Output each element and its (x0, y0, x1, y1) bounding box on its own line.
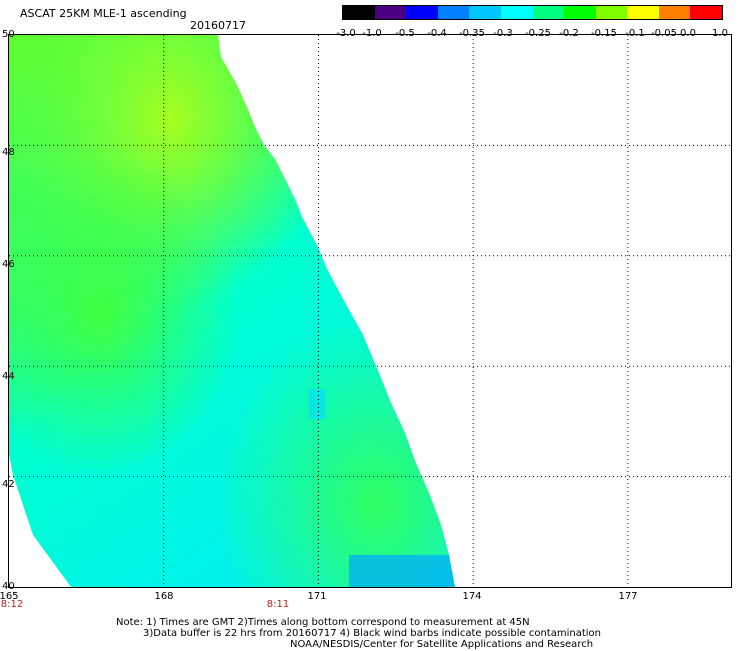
color-scale-segment (343, 6, 376, 19)
lon-label: 168 (154, 591, 174, 602)
map-frame (8, 34, 732, 588)
color-scale-segment (406, 6, 439, 19)
product-title: ASCAT 25KM MLE-1 ascending (20, 7, 187, 20)
lat-label: 44 (2, 371, 15, 382)
lat-label: 42 (2, 479, 15, 490)
color-scale-segment (595, 6, 628, 19)
cbar-tick: -3.0 (336, 28, 356, 39)
color-scale-segment (627, 6, 660, 19)
lon-label: 174 (462, 591, 482, 602)
color-scale-segment (374, 6, 407, 19)
note-line-2: 3)Data buffer is 22 hrs from 20160717 4)… (143, 628, 601, 639)
product-date: 20160717 (190, 19, 246, 32)
time-label: 8:11 (266, 599, 290, 610)
cbar-tick: -0.2 (559, 28, 579, 39)
cbar-tick: -0.25 (525, 28, 551, 39)
color-scale-segment (658, 6, 691, 19)
color-scale-segment (564, 6, 597, 19)
color-scale-segment (500, 6, 533, 19)
note-line-3: NOAA/NESDIS/Center for Satellite Applica… (290, 639, 594, 650)
cbar-tick: -0.1 (625, 28, 645, 39)
cbar-tick: -0.4 (427, 28, 447, 39)
cbar-tick: 1.0 (712, 28, 728, 39)
lon-label: 177 (618, 591, 638, 602)
cbar-tick: -0.05 (651, 28, 677, 39)
note-line-1: Note: 1) Times are GMT 2)Times along bot… (116, 617, 530, 628)
lon-label: 165 (0, 591, 19, 602)
color-scale-segment (469, 6, 502, 19)
lat-lon-grid (9, 35, 731, 587)
cbar-tick: -0.5 (395, 28, 415, 39)
wind-data-swath (9, 35, 455, 587)
color-scale-segment (690, 6, 723, 19)
lat-label: 46 (2, 259, 15, 270)
lat-label: 50 (2, 29, 15, 40)
color-scale-segment (532, 6, 565, 19)
cbar-tick: -0.3 (493, 28, 513, 39)
lat-label: 40 (2, 581, 15, 592)
cbar-tick: -1.0 (362, 28, 382, 39)
cbar-tick: 0.0 (680, 28, 696, 39)
cbar-tick: -0.15 (591, 28, 617, 39)
swath-map (9, 35, 731, 587)
color-scale-segment (437, 6, 470, 19)
lon-label: 171 (307, 591, 327, 602)
time-label: 8:12 (0, 599, 24, 610)
lat-label: 48 (2, 147, 15, 158)
color-scale-ticks: -3.0 -1.0 -0.5 -0.4 -0.35 -0.3 -0.25 -0.… (0, 28, 740, 40)
color-scale-bar (342, 5, 723, 20)
cbar-tick: -0.35 (459, 28, 485, 39)
